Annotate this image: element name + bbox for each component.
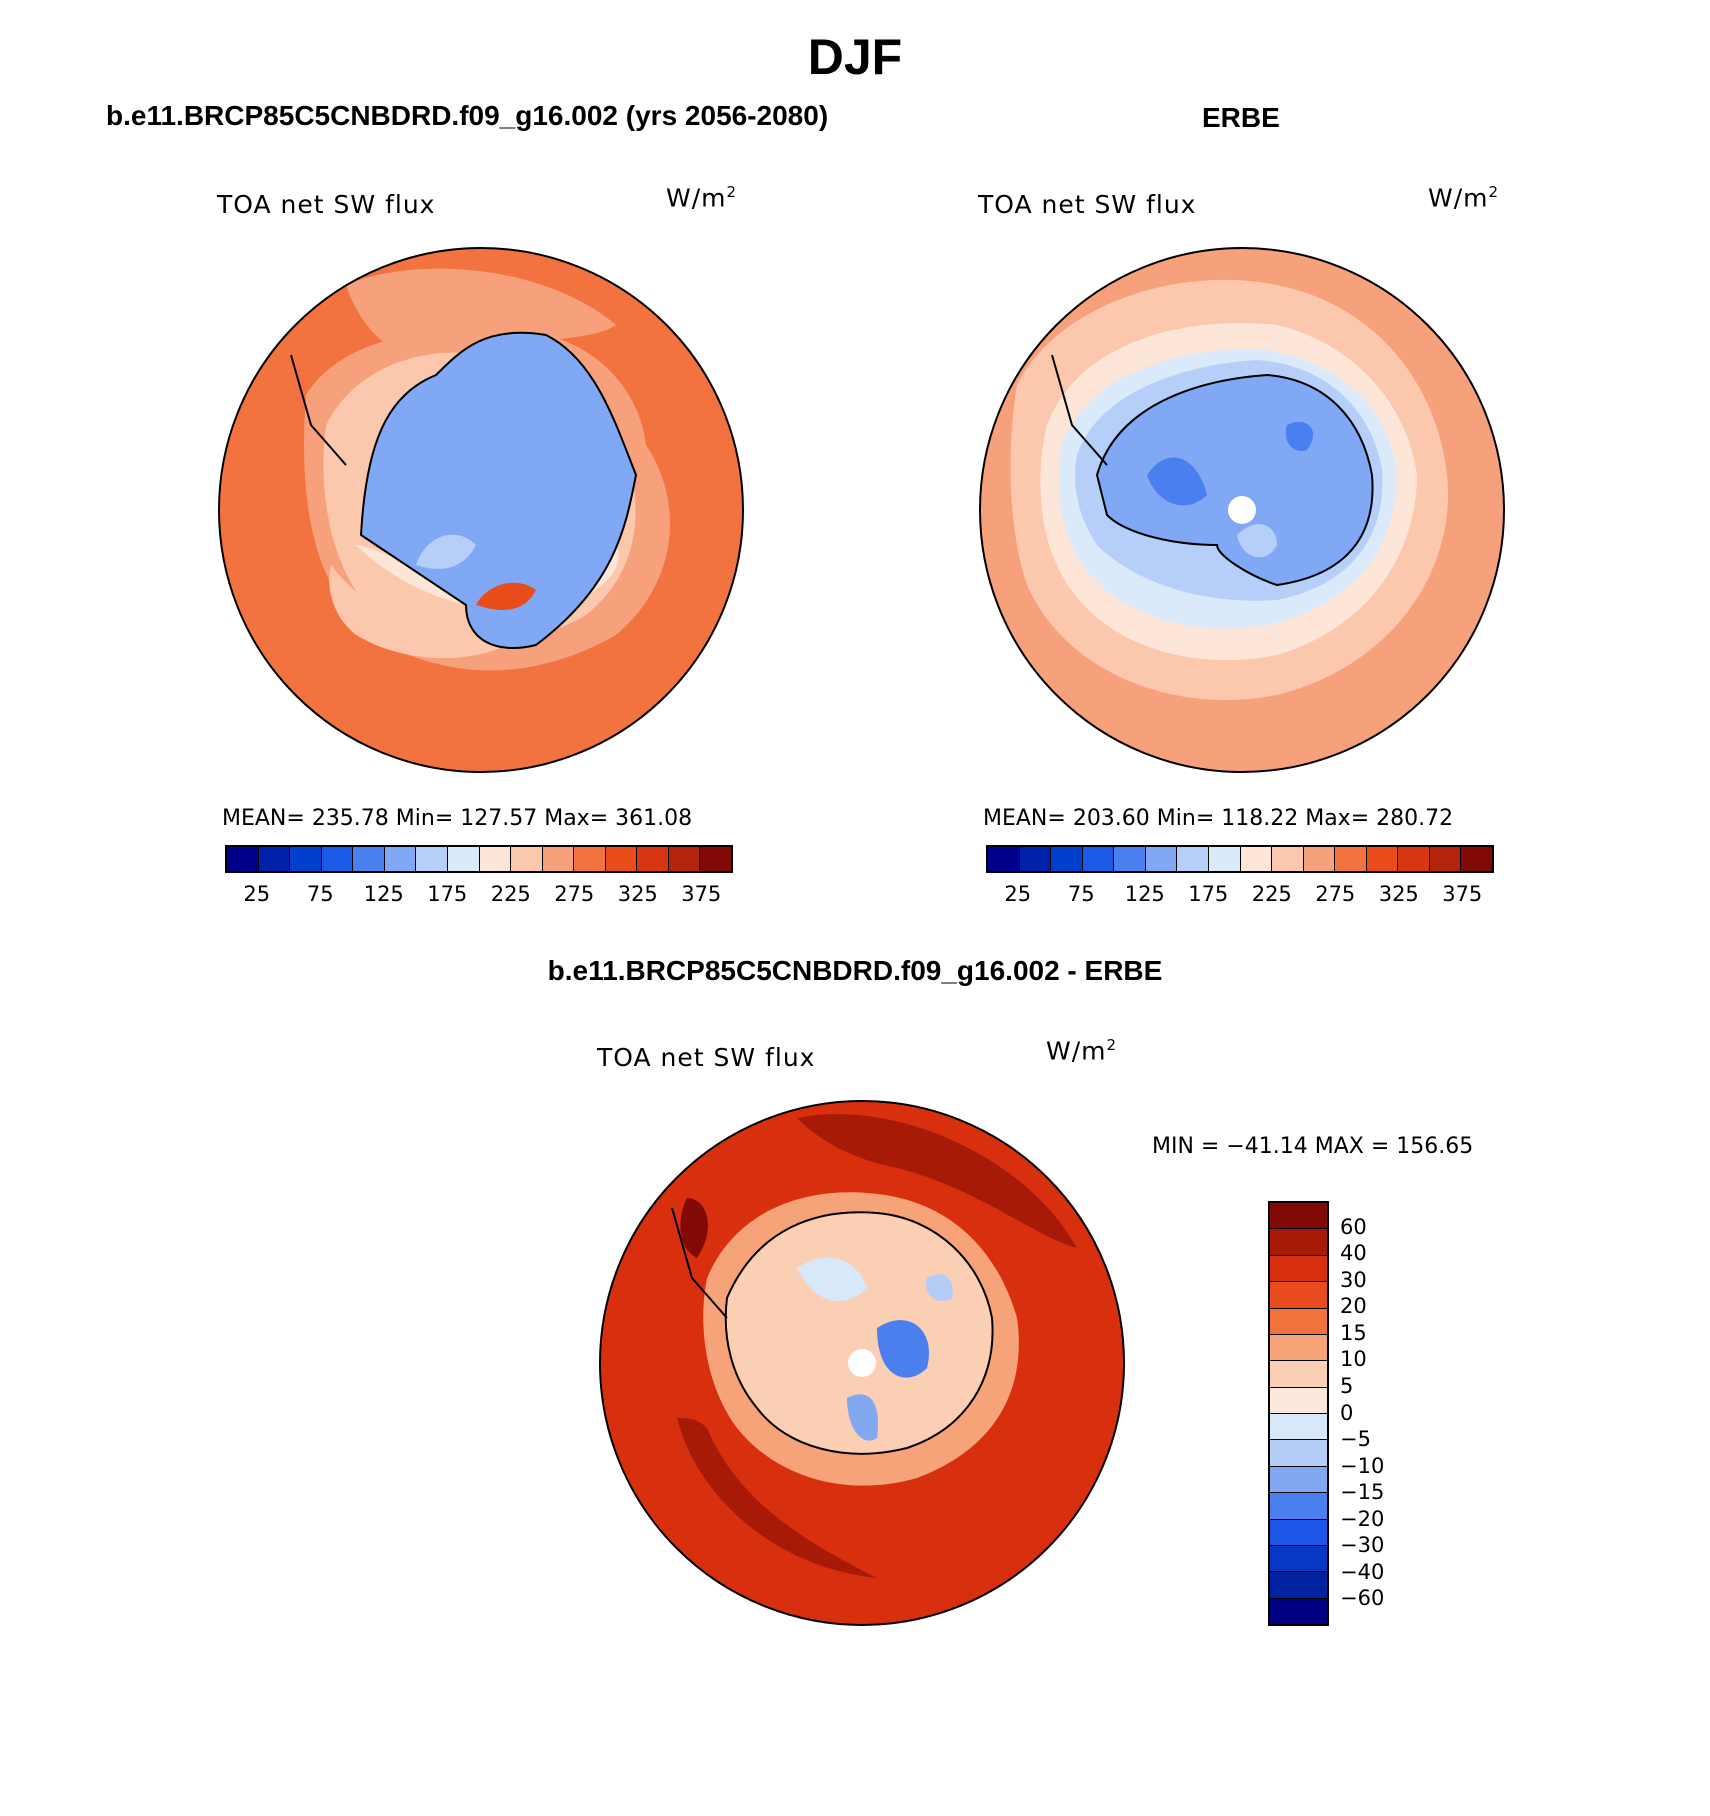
obs-colorbar-tick-label: 75 xyxy=(1067,882,1095,906)
obs-colorbar-swatch xyxy=(1240,847,1273,871)
obs-colorbar-swatch xyxy=(1366,847,1399,871)
obs-colorbar-swatch xyxy=(1335,847,1367,871)
diff-colorbar-tick-label: −40 xyxy=(1340,1559,1385,1584)
model-colorbar-swatch xyxy=(637,847,669,871)
model-colorbar-swatch xyxy=(511,847,543,871)
diff-colorbar-tick-label: −5 xyxy=(1340,1427,1371,1452)
diff-stats-label: MIN = −41.14 MAX = 156.65 xyxy=(1152,1134,1474,1159)
diff-colorbar-tick-label: −20 xyxy=(1340,1506,1385,1531)
model-polar-map xyxy=(218,247,744,773)
diff-variable-label: TOA net SW flux xyxy=(597,1043,816,1072)
model-colorbar-swatch xyxy=(574,847,606,871)
diff-colorbar-swatch xyxy=(1270,1387,1327,1414)
obs-colorbar-swatch xyxy=(988,847,1020,871)
model-colorbar-tick-label: 175 xyxy=(427,882,468,906)
diff-colorbar-tick-label: 40 xyxy=(1340,1241,1367,1266)
model-colorbar-swatch xyxy=(416,847,448,871)
obs-colorbar-swatch xyxy=(1145,847,1178,871)
obs-colorbar-tick-label: 125 xyxy=(1124,882,1165,906)
diff-colorbar xyxy=(1268,1201,1329,1626)
diff-colorbar-swatch xyxy=(1270,1545,1327,1573)
diff-colorbar-swatch xyxy=(1270,1414,1327,1441)
diff-colorbar-swatch xyxy=(1270,1255,1327,1283)
diff-colorbar-swatch xyxy=(1270,1282,1327,1309)
diff-polar-map xyxy=(599,1100,1125,1626)
obs-colorbar-tick-label: 375 xyxy=(1442,882,1483,906)
diff-units-label: W/m2 xyxy=(1046,1036,1118,1066)
diff-colorbar-tick-label: 20 xyxy=(1340,1294,1367,1319)
diff-colorbar-tick-label: 10 xyxy=(1340,1347,1367,1372)
diff-colorbar-swatch xyxy=(1270,1361,1327,1388)
obs-colorbar-tick-label: 325 xyxy=(1378,882,1419,906)
diff-colorbar-swatch xyxy=(1270,1598,1327,1624)
model-colorbar-tick-label: 25 xyxy=(243,882,271,906)
diff-colorbar-tick-label: 0 xyxy=(1340,1400,1354,1425)
model-colorbar xyxy=(225,845,733,873)
model-colorbar-swatch xyxy=(479,847,512,871)
diff-colorbar-swatch xyxy=(1270,1203,1327,1230)
model-colorbar-tick-label: 375 xyxy=(681,882,722,906)
diff-colorbar-swatch xyxy=(1270,1572,1327,1599)
obs-colorbar-swatch xyxy=(1429,847,1462,871)
diff-colorbar-swatch xyxy=(1270,1466,1327,1494)
model-colorbar-swatch xyxy=(353,847,385,871)
model-stats-label: MEAN= 235.78 Min= 127.57 Max= 361.08 xyxy=(222,806,693,831)
diff-colorbar-tick-label: 15 xyxy=(1340,1320,1367,1345)
model-colorbar-swatch xyxy=(447,847,480,871)
model-panel-title: b.e11.BRCP85C5CNBDRD.f09_g16.002 (yrs 20… xyxy=(106,100,829,131)
model-colorbar-tick-label: 225 xyxy=(490,882,531,906)
model-colorbar-swatch xyxy=(321,847,354,871)
obs-colorbar-swatch xyxy=(1051,847,1083,871)
obs-colorbar xyxy=(986,845,1494,873)
diff-colorbar-swatch xyxy=(1270,1493,1327,1520)
obs-panel-title: ERBE xyxy=(1202,102,1280,133)
model-colorbar-tick-label: 75 xyxy=(306,882,334,906)
obs-colorbar-swatch xyxy=(1461,847,1492,871)
model-units-label: W/m2 xyxy=(666,183,738,213)
model-colorbar-tick-label: 275 xyxy=(554,882,595,906)
obs-polar-map xyxy=(979,247,1505,773)
diff-colorbar-tick-label: −60 xyxy=(1340,1586,1385,1611)
diff-colorbar-tick-label: −10 xyxy=(1340,1453,1385,1478)
obs-colorbar-swatch xyxy=(1208,847,1241,871)
obs-variable-label: TOA net SW flux xyxy=(978,190,1197,219)
model-colorbar-swatch xyxy=(605,847,638,871)
model-colorbar-swatch xyxy=(542,847,575,871)
diff-panel-title: b.e11.BRCP85C5CNBDRD.f09_g16.002 - ERBE xyxy=(547,955,1163,986)
diff-colorbar-swatch xyxy=(1270,1334,1327,1362)
diff-colorbar-tick-label: −30 xyxy=(1340,1533,1385,1558)
model-colorbar-swatch xyxy=(290,847,322,871)
model-variable-label: TOA net SW flux xyxy=(217,190,436,219)
obs-colorbar-swatch xyxy=(1303,847,1336,871)
diff-colorbar-tick-label: 30 xyxy=(1340,1267,1367,1292)
obs-colorbar-tick-label: 175 xyxy=(1188,882,1229,906)
obs-colorbar-swatch xyxy=(1019,847,1052,871)
diff-colorbar-swatch xyxy=(1270,1440,1327,1467)
model-colorbar-swatch xyxy=(258,847,291,871)
obs-colorbar-tick-label: 225 xyxy=(1251,882,1292,906)
obs-colorbar-swatch xyxy=(1114,847,1146,871)
diff-colorbar-swatch xyxy=(1270,1519,1327,1546)
diff-colorbar-tick-label: 5 xyxy=(1340,1373,1354,1398)
obs-units-label: W/m2 xyxy=(1428,183,1500,213)
obs-colorbar-swatch xyxy=(1398,847,1430,871)
obs-stats-label: MEAN= 203.60 Min= 118.22 Max= 280.72 xyxy=(983,806,1454,831)
diff-colorbar-tick-label: 60 xyxy=(1340,1214,1367,1239)
model-colorbar-swatch xyxy=(700,847,731,871)
diff-colorbar-swatch xyxy=(1270,1308,1327,1335)
main-title: DJF xyxy=(807,29,903,85)
obs-colorbar-tick-label: 275 xyxy=(1315,882,1356,906)
obs-colorbar-swatch xyxy=(1082,847,1115,871)
model-colorbar-swatch xyxy=(384,847,417,871)
obs-colorbar-tick-label: 25 xyxy=(1004,882,1032,906)
model-colorbar-swatch xyxy=(227,847,259,871)
obs-colorbar-swatch xyxy=(1272,847,1304,871)
model-colorbar-swatch xyxy=(668,847,701,871)
model-colorbar-tick-label: 125 xyxy=(363,882,404,906)
model-colorbar-tick-label: 325 xyxy=(617,882,658,906)
diff-colorbar-swatch xyxy=(1270,1229,1327,1256)
obs-colorbar-swatch xyxy=(1177,847,1209,871)
diff-colorbar-tick-label: −15 xyxy=(1340,1480,1385,1505)
